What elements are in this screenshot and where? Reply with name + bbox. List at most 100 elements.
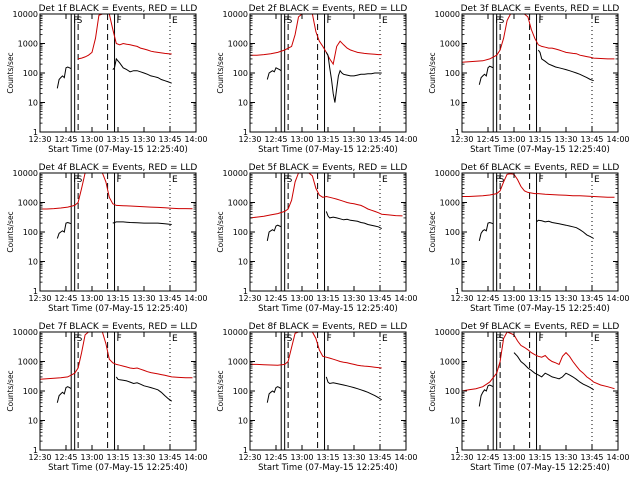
y-tick-label: 1000 — [18, 199, 38, 208]
event-marker-label: F — [73, 334, 78, 344]
y-tick-label: 1000 — [18, 358, 38, 367]
y-tick-label: 10 — [238, 99, 248, 108]
y-tick-label: 10000 — [435, 328, 460, 337]
x-tick-label: 13:45 — [158, 294, 181, 303]
x-axis-label: Start Time (07-May-15 12:25:40) — [470, 463, 610, 473]
y-axis-label: Counts/sec — [6, 52, 15, 93]
event-marker-label: F — [495, 16, 500, 26]
y-tick-label: 10 — [28, 417, 38, 426]
x-tick-label: 12:45 — [264, 453, 287, 462]
y-tick-label: 10 — [450, 258, 460, 267]
x-tick-label: 13:45 — [580, 453, 603, 462]
events-series-line — [513, 352, 594, 391]
y-axis-label: Counts/sec — [428, 211, 437, 252]
event-marker-label: F — [539, 334, 544, 344]
event-marker-label: E — [594, 16, 600, 26]
y-tick-label: 1000 — [440, 358, 460, 367]
y-tick-label: 10000 — [13, 10, 38, 19]
plot-frame — [461, 13, 619, 133]
events-series-line — [266, 386, 282, 403]
event-marker-label: F — [283, 334, 288, 344]
event-marker-label: S — [77, 175, 83, 185]
x-tick-label: 13:15 — [316, 294, 339, 303]
x-tick-label: 13:45 — [368, 294, 391, 303]
chart-title: Det 1f BLACK = Events, RED = LLD — [39, 4, 198, 14]
y-axis-label: Counts/sec — [6, 370, 15, 411]
lld-series-line — [250, 331, 382, 369]
x-tick-label: 12:45 — [264, 135, 287, 144]
event-marker-label: F — [327, 175, 332, 185]
y-tick-label: 1 — [455, 287, 460, 296]
x-tick-label: 12:30 — [238, 135, 261, 144]
event-marker-label: E — [382, 16, 388, 26]
event-marker-label: E — [382, 175, 388, 185]
lld-series-line — [39, 331, 193, 380]
x-tick-label: 13:15 — [106, 135, 129, 144]
x-tick-label: 14:00 — [394, 294, 417, 303]
event-marker-label: S — [77, 334, 83, 344]
event-marker-label: F — [283, 16, 288, 26]
x-axis-label: Start Time (07-May-15 12:25:40) — [470, 304, 610, 314]
x-tick-label: 13:30 — [132, 135, 155, 144]
events-series-line — [537, 49, 594, 82]
event-marker-label: F — [327, 16, 332, 26]
x-tick-label: 13:30 — [342, 453, 365, 462]
x-tick-label: 13:45 — [368, 135, 391, 144]
x-tick-label: 13:00 — [502, 135, 525, 144]
x-tick-label: 13:00 — [502, 453, 525, 462]
events-series-line — [56, 386, 72, 403]
y-tick-label: 10000 — [223, 10, 248, 19]
chart-title: Det 4f BLACK = Events, RED = LLD — [39, 163, 198, 173]
x-tick-label: 13:45 — [580, 294, 603, 303]
y-axis-label: Counts/sec — [216, 52, 225, 93]
x-axis-label: Start Time (07-May-15 12:25:40) — [48, 304, 188, 314]
x-tick-label: 13:15 — [528, 135, 551, 144]
x-tick-label: 13:00 — [80, 294, 103, 303]
lld-series-line — [250, 13, 382, 66]
events-series-line — [325, 211, 382, 230]
x-axis-label: Start Time (07-May-15 12:25:40) — [258, 304, 398, 314]
x-tick-label: 12:30 — [450, 453, 473, 462]
x-tick-label: 13:30 — [342, 135, 365, 144]
y-axis-label: Counts/sec — [428, 52, 437, 93]
x-tick-label: 12:45 — [476, 135, 499, 144]
event-marker-label: E — [172, 175, 178, 185]
event-marker-label: F — [117, 16, 122, 26]
x-tick-label: 12:45 — [476, 453, 499, 462]
y-tick-label: 1000 — [228, 358, 248, 367]
chart-title: Det 6f BLACK = Events, RED = LLD — [461, 163, 620, 173]
y-tick-label: 1000 — [228, 199, 248, 208]
x-tick-label: 14:00 — [184, 453, 207, 462]
plot-frame — [249, 172, 407, 292]
events-series-line — [478, 384, 494, 407]
x-tick-label: 12:30 — [450, 135, 473, 144]
x-tick-label: 12:45 — [54, 135, 77, 144]
x-tick-label: 12:45 — [264, 294, 287, 303]
event-marker-label: E — [594, 175, 600, 185]
x-tick-label: 13:00 — [290, 453, 313, 462]
x-axis-label: Start Time (07-May-15 12:25:40) — [470, 145, 610, 155]
chart-title: Det 7f BLACK = Events, RED = LLD — [39, 322, 198, 332]
x-tick-label: 12:30 — [28, 453, 51, 462]
event-marker-label: S — [499, 334, 505, 344]
x-tick-label: 12:30 — [450, 294, 473, 303]
lld-series-line — [462, 173, 615, 198]
y-tick-label: 1 — [243, 287, 248, 296]
events-series-line — [56, 66, 72, 89]
event-marker-label: S — [499, 16, 505, 26]
y-tick-label: 100 — [445, 228, 460, 237]
x-tick-label: 12:30 — [28, 135, 51, 144]
plot-frame — [249, 331, 407, 451]
y-tick-label: 1000 — [440, 40, 460, 49]
y-tick-label: 10000 — [13, 328, 38, 337]
events-series-line — [112, 221, 172, 225]
x-tick-label: 13:00 — [502, 294, 525, 303]
y-tick-label: 100 — [23, 387, 38, 396]
x-tick-label: 13:30 — [554, 294, 577, 303]
x-axis-label: Start Time (07-May-15 12:25:40) — [48, 463, 188, 473]
event-marker-label: S — [499, 175, 505, 185]
